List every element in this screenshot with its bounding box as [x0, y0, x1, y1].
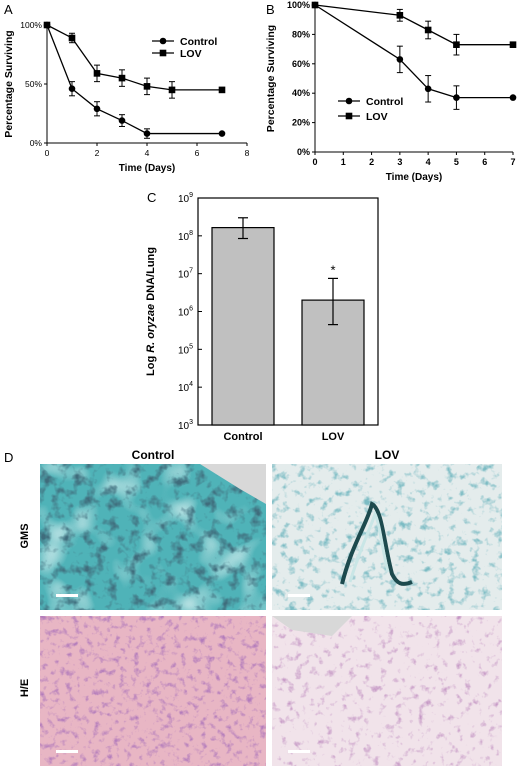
- he-control-image: [40, 616, 266, 766]
- x-tick-label: 6: [195, 148, 200, 158]
- y-axis-label: Percentage Surviving: [265, 25, 277, 132]
- y-tick-label: 0%: [30, 138, 43, 148]
- scale-bar: [288, 750, 310, 753]
- data-point-lov: [509, 41, 517, 48]
- data-point-lov: [93, 70, 101, 77]
- series-line-control: [314, 4, 513, 99]
- row-label-gms: GMS: [19, 523, 31, 549]
- x-tick-label: 5: [454, 157, 459, 167]
- data-point-lov: [218, 86, 226, 94]
- y-axis-label: Percentage Surviving: [3, 30, 15, 137]
- series-line-lov: [314, 4, 513, 46]
- x-tick-label: 4: [426, 157, 431, 167]
- x-tick-label: 8: [245, 148, 250, 158]
- y-tick-label: 50%: [25, 79, 42, 89]
- y-tick-label: 104: [178, 381, 193, 394]
- data-point-lov: [311, 1, 319, 9]
- x-tick-label: 4: [145, 148, 150, 158]
- column-header-lov: LOV: [374, 448, 400, 462]
- y-tick-label: 107: [178, 268, 193, 281]
- legend-marker: [345, 97, 353, 105]
- bar-control: [211, 227, 275, 426]
- y-tick-label: 100%: [20, 20, 42, 30]
- survival-chart-b: 0 1 2 3 4 5 6 7 0% 20% 40% 60% 80% 100% Time (Days) Per…: [265, 0, 517, 183]
- data-point-lov: [168, 86, 176, 94]
- y-tick-label: 0%: [297, 147, 310, 157]
- y-tick-label: 20%: [292, 118, 310, 128]
- fungal-burden-chart: 103 104 105 106 107 108 109 Control * LOV Log R. o…: [145, 192, 379, 443]
- x-tick-label: 6: [482, 157, 487, 167]
- x-tick-label: 3: [397, 157, 402, 167]
- data-point-lov: [43, 21, 51, 29]
- micrograph-he-lov: [272, 616, 502, 766]
- micrograph-gms-control: [40, 464, 266, 610]
- x-tick-label: 7: [510, 157, 515, 167]
- legend-label: LOV: [180, 48, 202, 60]
- data-point-control: [118, 117, 126, 124]
- data-point-control: [453, 94, 460, 101]
- row-label-he: H/E: [19, 678, 31, 698]
- y-tick-label: 105: [178, 343, 193, 356]
- data-point-control: [396, 56, 404, 63]
- legend-label: Control: [366, 96, 403, 108]
- data-point-control: [143, 130, 151, 137]
- y-tick-label: 80%: [292, 29, 310, 39]
- micrograph-he-control: [40, 616, 266, 766]
- data-point-lov: [453, 41, 460, 48]
- legend-label: LOV: [366, 111, 388, 123]
- y-tick-label: 60%: [292, 59, 310, 69]
- scale-bar: [56, 594, 78, 597]
- micrograph-gms-lov: [272, 464, 502, 610]
- gms-lov-image: [272, 464, 502, 610]
- y-tick-label: 100%: [287, 0, 310, 10]
- y-tick-label: 108: [178, 230, 193, 243]
- x-tick-label: 0: [45, 148, 50, 158]
- data-point-control: [509, 94, 517, 101]
- data-point-control: [218, 130, 226, 137]
- y-axis-label: Log R. oryzae DNA/Lung: [145, 247, 157, 376]
- category-label: Control: [223, 431, 262, 443]
- y-tick-label: 109: [178, 192, 193, 205]
- data-point-control: [68, 85, 76, 93]
- y-tick-label: 106: [178, 306, 193, 319]
- panel-letter-d: D: [4, 450, 14, 465]
- x-tick-label: 0: [312, 157, 317, 167]
- survival-chart-a: 0 2 4 6 8 0% 50% 100% Time (Days) Percentage Surv…: [3, 20, 250, 174]
- legend-marker: [345, 112, 353, 120]
- scale-bar: [56, 750, 78, 753]
- data-point-control: [424, 85, 432, 93]
- legend-marker: [159, 37, 167, 45]
- x-tick-label: 2: [95, 148, 100, 158]
- x-axis-label: Time (Days): [119, 163, 176, 174]
- legend-marker: [159, 49, 167, 57]
- data-point-lov: [424, 26, 432, 34]
- series-line-control: [46, 24, 222, 135]
- gms-control-image: [40, 464, 266, 610]
- y-tick-label: 103: [178, 419, 193, 432]
- x-tick-label: 1: [341, 157, 346, 167]
- category-label: LOV: [322, 431, 345, 443]
- column-header-control: Control: [131, 448, 175, 462]
- data-point-lov: [143, 83, 151, 90]
- panel-letter-c: C: [147, 190, 157, 205]
- x-axis-label: Time (Days): [386, 172, 443, 183]
- data-point-control: [93, 105, 101, 113]
- scale-bar: [288, 594, 310, 597]
- legend-label: Control: [180, 36, 217, 48]
- panel-letter-b: B: [266, 2, 275, 17]
- data-point-lov: [118, 74, 126, 82]
- significance-marker: *: [330, 262, 335, 277]
- he-lov-image: [272, 616, 502, 766]
- data-point-lov: [396, 11, 404, 19]
- x-tick-label: 2: [369, 157, 374, 167]
- y-tick-label: 40%: [292, 88, 310, 98]
- data-point-lov: [68, 34, 76, 42]
- panel-letter-a: A: [4, 2, 13, 17]
